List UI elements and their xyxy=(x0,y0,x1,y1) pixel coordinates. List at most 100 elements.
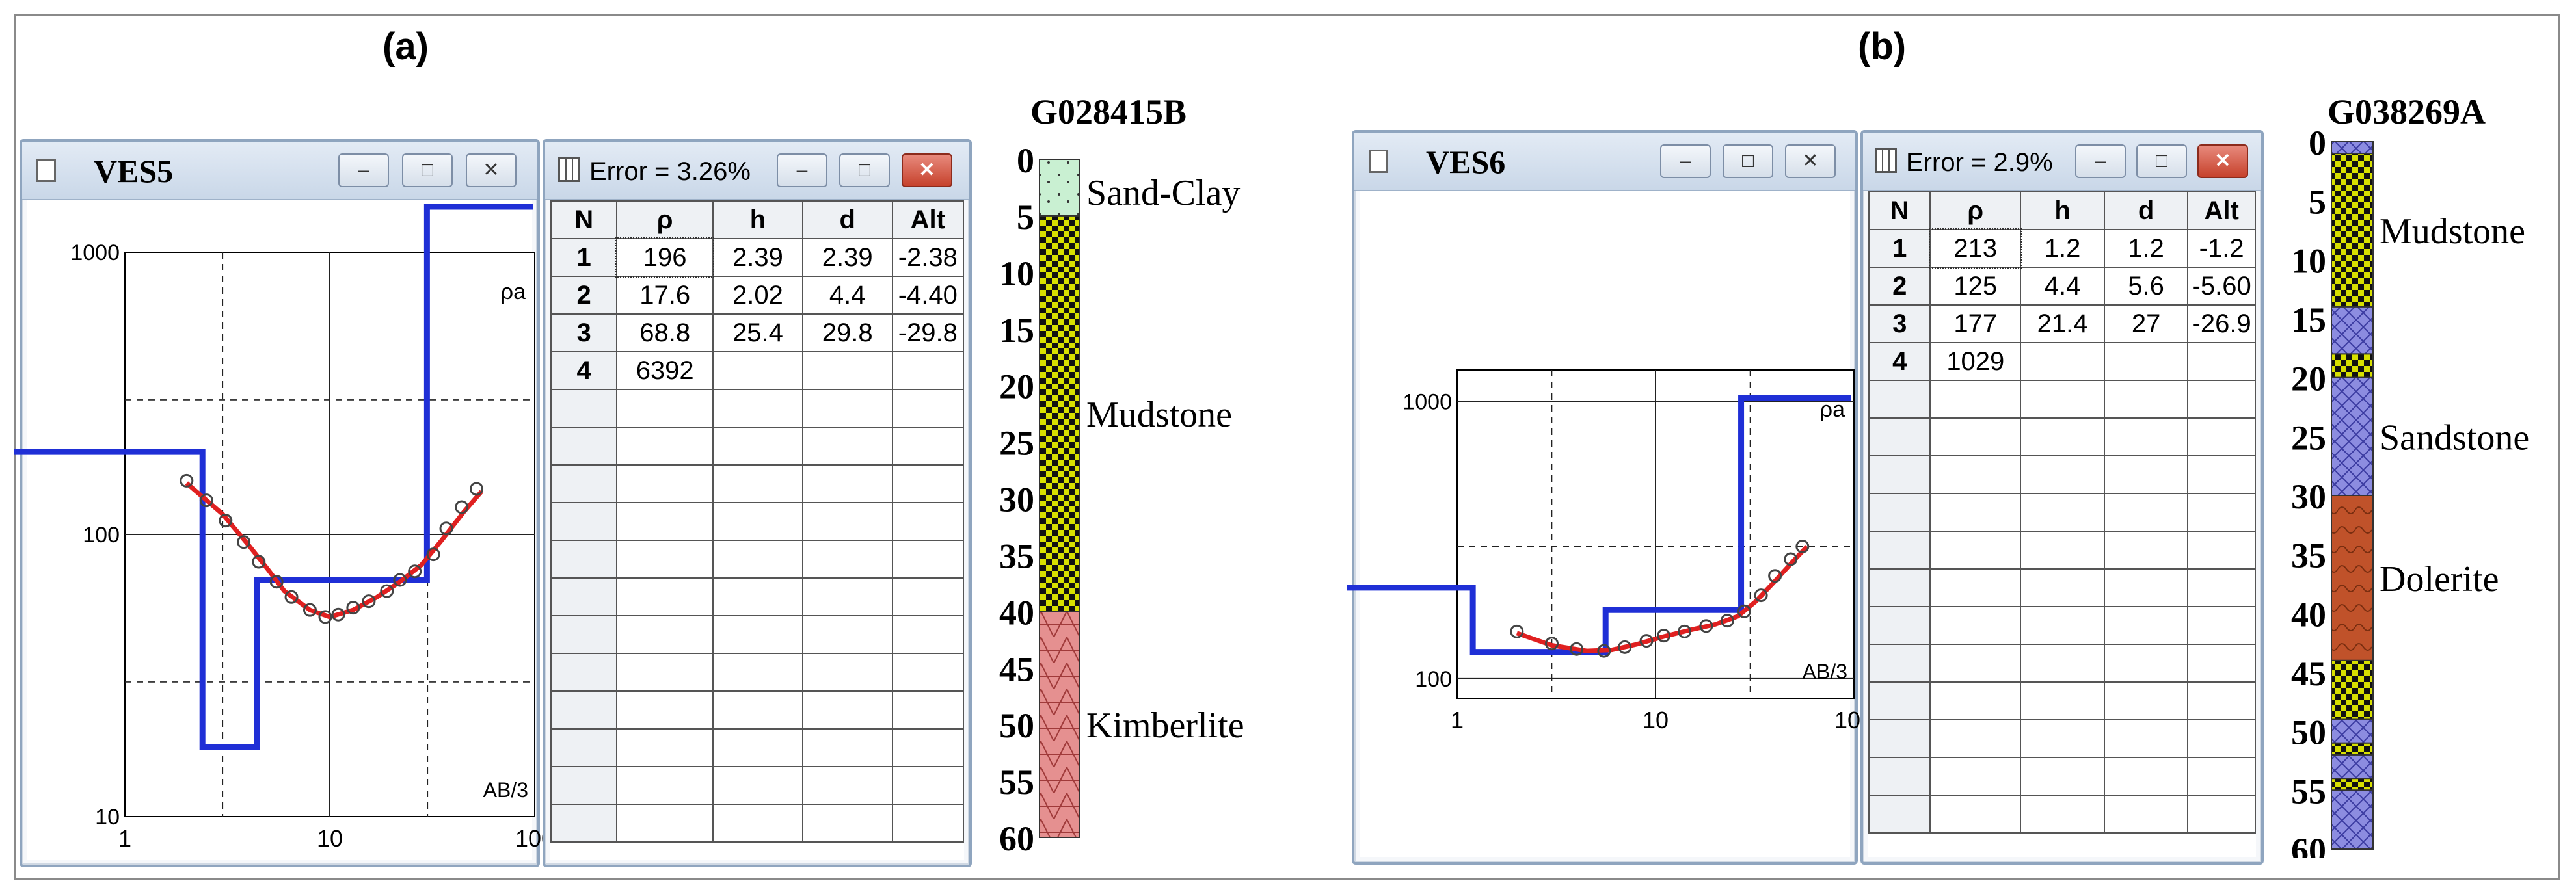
table-row[interactable] xyxy=(1868,606,2256,645)
table-cell[interactable] xyxy=(1929,455,2022,494)
table-cell[interactable]: 21.4 xyxy=(2020,304,2105,343)
row-number-cell[interactable]: 3 xyxy=(1868,304,1931,343)
table-cell[interactable]: -26.9 xyxy=(2187,304,2256,343)
table-row[interactable] xyxy=(550,690,965,730)
table-cell[interactable] xyxy=(801,427,893,466)
minimize-button[interactable]: – xyxy=(777,153,827,187)
row-number-cell[interactable]: 1 xyxy=(1868,229,1931,268)
table-cell[interactable] xyxy=(801,690,893,730)
table-cell[interactable]: -4.40 xyxy=(891,276,965,315)
table-cell[interactable] xyxy=(616,502,714,541)
table-row[interactable] xyxy=(1868,568,2256,607)
row-number-cell[interactable] xyxy=(550,389,618,428)
table-row[interactable] xyxy=(1868,531,2256,570)
table-cell[interactable] xyxy=(616,653,714,692)
table-cell[interactable] xyxy=(891,690,965,730)
table-cell[interactable] xyxy=(2103,531,2189,570)
table-cell[interactable] xyxy=(616,577,714,616)
table-cell[interactable] xyxy=(2020,644,2105,683)
table-cell[interactable] xyxy=(891,427,965,466)
table-cell[interactable] xyxy=(801,653,893,692)
table-cell[interactable] xyxy=(2187,455,2256,494)
maximize-button[interactable]: □ xyxy=(402,153,453,187)
table-cell[interactable]: 25.4 xyxy=(712,313,803,352)
table-cell[interactable] xyxy=(1929,757,2022,796)
table-row[interactable] xyxy=(1868,493,2256,532)
table-cell[interactable] xyxy=(801,502,893,541)
table-cell[interactable] xyxy=(2103,681,2189,720)
table-cell[interactable]: 1.2 xyxy=(2103,229,2189,268)
row-number-cell[interactable] xyxy=(1868,606,1931,645)
table-cell[interactable] xyxy=(891,351,965,390)
table-cell[interactable] xyxy=(712,427,803,466)
table-row[interactable]: 4 1029 xyxy=(1868,342,2256,381)
table-cell[interactable] xyxy=(801,728,893,767)
table-cell[interactable] xyxy=(891,615,965,654)
table-cell[interactable] xyxy=(2187,795,2256,834)
table-cell[interactable] xyxy=(1929,606,2022,645)
minimize-button[interactable]: – xyxy=(1660,144,1711,178)
table-row[interactable] xyxy=(550,577,965,616)
table-cell[interactable] xyxy=(2187,681,2256,720)
table-cell[interactable] xyxy=(2103,342,2189,381)
table-cell[interactable] xyxy=(712,690,803,730)
table-row[interactable] xyxy=(1868,644,2256,683)
table-cell[interactable] xyxy=(891,389,965,428)
row-number-cell[interactable] xyxy=(1868,644,1931,683)
table-cell[interactable] xyxy=(1929,644,2022,683)
row-number-cell[interactable] xyxy=(550,615,618,654)
table-cell[interactable]: 2.39 xyxy=(712,238,803,277)
table-cell[interactable] xyxy=(2187,493,2256,532)
row-number-cell[interactable] xyxy=(550,577,618,616)
table-cell[interactable] xyxy=(2020,757,2105,796)
row-number-cell[interactable] xyxy=(1868,380,1931,419)
column-header[interactable]: Alt xyxy=(891,200,965,239)
table-cell[interactable] xyxy=(616,804,714,843)
table-row[interactable] xyxy=(1868,719,2256,758)
table-cell[interactable]: 5.6 xyxy=(2103,267,2189,306)
table-cell[interactable] xyxy=(2187,531,2256,570)
table-row[interactable] xyxy=(550,502,965,541)
table-cell[interactable]: 29.8 xyxy=(801,313,893,352)
table-cell[interactable] xyxy=(712,389,803,428)
column-header[interactable]: h xyxy=(712,200,803,239)
table-cell[interactable] xyxy=(1929,568,2022,607)
table-row[interactable]: 1 196 2.39 2.39 -2.38 xyxy=(550,237,965,278)
table-row[interactable]: 2 125 4.4 5.6 -5.60 xyxy=(1868,267,2256,306)
table-cell[interactable] xyxy=(2020,493,2105,532)
table-cell[interactable] xyxy=(712,502,803,541)
table-cell[interactable] xyxy=(2103,644,2189,683)
column-header[interactable]: d xyxy=(801,200,893,239)
row-number-cell[interactable] xyxy=(550,464,618,503)
maximize-button[interactable]: □ xyxy=(1723,144,1773,178)
row-number-cell[interactable] xyxy=(550,690,618,730)
row-number-cell[interactable]: 2 xyxy=(1868,267,1931,306)
table-row[interactable] xyxy=(550,766,965,805)
table-cell[interactable] xyxy=(2187,568,2256,607)
table-cell[interactable] xyxy=(616,690,714,730)
row-number-cell[interactable] xyxy=(1868,493,1931,532)
table-cell[interactable]: 177 xyxy=(1929,304,2022,343)
table-row[interactable] xyxy=(1868,681,2256,720)
table-cell[interactable]: 68.8 xyxy=(616,313,714,352)
row-number-cell[interactable]: 1 xyxy=(550,238,618,277)
table-cell[interactable] xyxy=(2103,455,2189,494)
table-cell[interactable] xyxy=(616,615,714,654)
column-header[interactable]: ρ xyxy=(1929,191,2022,230)
row-number-cell[interactable] xyxy=(550,427,618,466)
table-cell[interactable] xyxy=(2020,455,2105,494)
table-cell[interactable] xyxy=(616,464,714,503)
close-button[interactable]: ✕ xyxy=(466,153,517,187)
table-cell[interactable] xyxy=(616,766,714,805)
table-cell[interactable]: 1029 xyxy=(1929,342,2022,381)
table-cell[interactable] xyxy=(1929,531,2022,570)
table-cell[interactable] xyxy=(891,653,965,692)
table-cell[interactable] xyxy=(801,540,893,579)
table-cell[interactable] xyxy=(801,351,893,390)
table-cell[interactable]: -5.60 xyxy=(2187,267,2256,306)
table-cell[interactable] xyxy=(2103,380,2189,419)
table-row[interactable] xyxy=(550,389,965,428)
table-cell[interactable] xyxy=(891,540,965,579)
table-cell[interactable] xyxy=(801,615,893,654)
